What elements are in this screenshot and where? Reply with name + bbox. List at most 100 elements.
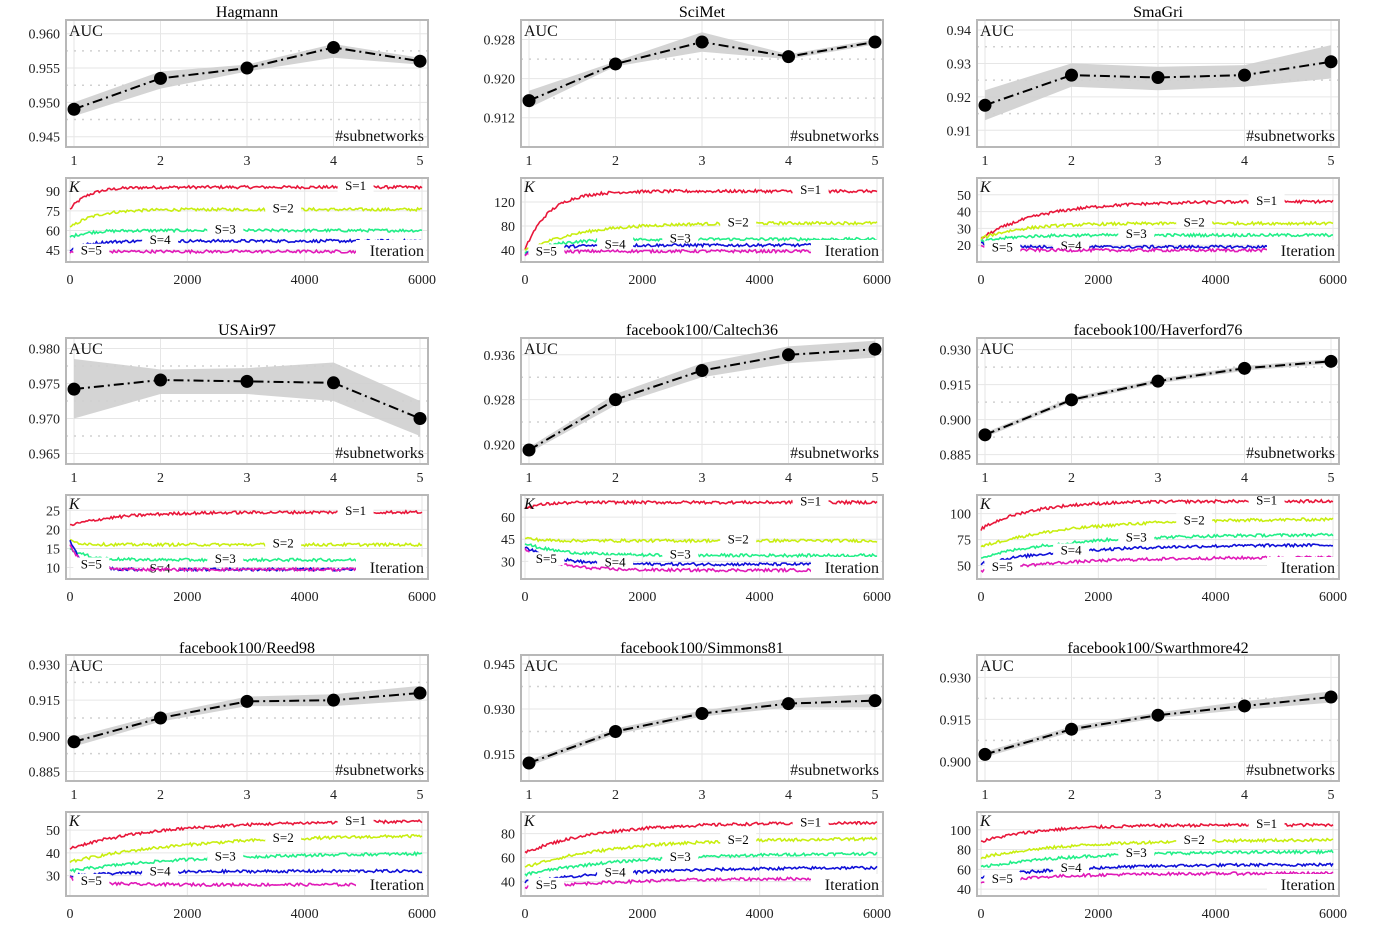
series-label: S=3: [1126, 845, 1147, 860]
series-label-bg: [142, 561, 179, 575]
auc-xtick: 1: [71, 788, 78, 803]
series-label-bg: [265, 831, 302, 845]
k-xtick: 0: [522, 907, 529, 922]
k-ytick: 75: [957, 534, 971, 549]
k-ytick: 20: [957, 239, 971, 254]
iteration-label-bg: [1267, 557, 1337, 577]
k-series-line: [69, 227, 423, 239]
k-frame: [65, 494, 429, 580]
series-label-bg: [1053, 860, 1090, 874]
k-xtick: 0: [978, 590, 985, 605]
panel-4: facebook100/Caltech36 AUC #subnetworks 0.92…: [484, 322, 892, 605]
k-ytick: 30: [957, 222, 971, 237]
series-label-bg: [984, 240, 1021, 254]
series-label-bg: [1053, 238, 1090, 252]
auc-ytick: 0.950: [29, 96, 61, 111]
k-xtick: 2000: [628, 907, 656, 922]
panel-2: SmaGri AUC #subnetworks 0.91 0.92 0.93 0.94 1 2 3…: [947, 4, 1348, 288]
k-xtick: 4000: [746, 273, 774, 288]
series-label: S=2: [728, 214, 749, 229]
k-ytick: 25: [46, 504, 60, 519]
series-label-bg: [720, 215, 757, 229]
iteration-label-bg: [356, 240, 426, 260]
series-label: S=1: [800, 182, 821, 197]
series-label-bg: [528, 877, 565, 891]
auc-plot: AUC #subnetworks 0.915 0.930 0.945 1 2 3 4 5: [484, 654, 884, 803]
auc-point: [327, 376, 340, 390]
series-label: S=4: [605, 864, 627, 879]
auc-xtick: 2: [612, 154, 619, 169]
auc-point: [1238, 68, 1251, 82]
auc-point: [1324, 55, 1338, 69]
series-label: S=3: [670, 849, 691, 864]
auc-ytick: 0.92: [947, 91, 972, 106]
series-label: S=3: [670, 230, 691, 245]
k-xlabel: Iteration: [1281, 560, 1335, 577]
auc-xtick: 3: [1155, 788, 1162, 803]
series-label: S=2: [273, 201, 294, 216]
k-series-line: [980, 862, 1334, 879]
auc-point: [695, 707, 709, 720]
auc-plot: AUC #subnetworks 0.920 0.928 0.936 1 2 3 4 5: [484, 337, 884, 486]
auc-xtick: 5: [1328, 788, 1335, 803]
auc-ytick: 0.915: [940, 379, 972, 394]
k-xtick: 6000: [408, 273, 436, 288]
k-ytick: 40: [46, 847, 60, 862]
series-label-bg: [1118, 846, 1155, 860]
auc-frame: [65, 654, 429, 782]
series-label-bg: [720, 832, 757, 846]
auc-line: [984, 60, 1332, 107]
k-xtick: 2000: [1084, 273, 1112, 288]
k-ytick: 15: [46, 542, 60, 557]
iteration-label-bg: [811, 557, 881, 577]
series-label: S=4: [150, 863, 172, 878]
k-xtick: 2000: [628, 590, 656, 605]
auc-xtick: 5: [417, 154, 424, 169]
auc-frame: [520, 654, 884, 782]
auc-frame: [520, 337, 884, 465]
series-label: S=5: [81, 873, 102, 888]
k-ytick: 60: [501, 511, 515, 526]
k-label: K: [68, 496, 81, 513]
k-series-line: [524, 851, 878, 877]
panel-title: facebook100/Haverford76: [1074, 322, 1243, 339]
k-xlabel: Iteration: [1281, 243, 1335, 260]
auc-xtick: 2: [157, 471, 164, 486]
k-frame: [520, 494, 884, 580]
k-xlabel: Iteration: [1281, 877, 1335, 894]
auc-xtick: 2: [612, 788, 619, 803]
auc-ytick: 0.945: [484, 658, 516, 673]
auc-ytick: 0.930: [29, 659, 61, 674]
iteration-label-bg: [1267, 240, 1337, 260]
k-xlabel: Iteration: [370, 560, 424, 577]
series-label: S=5: [992, 559, 1013, 574]
k-ytick: 60: [501, 852, 515, 867]
series-label-bg: [1118, 227, 1155, 241]
auc-xtick: 3: [244, 788, 251, 803]
k-series-line: [524, 543, 878, 559]
k-plot: S=1 S=2 S=3 S=4 S=5 K Iteration 30 45 60 0 2000 4000…: [501, 493, 891, 605]
auc-point: [868, 35, 882, 49]
auc-point: [868, 694, 882, 708]
auc-ytick: 0.915: [484, 748, 516, 763]
panel-7: facebook100/Simmons81 AUC #subnetworks 0.91…: [484, 640, 892, 922]
k-xtick: 0: [978, 273, 985, 288]
auc-ytick: 0.920: [484, 73, 516, 88]
auc-plot: AUC #subnetworks 0.885 0.900 0.915 0.930 1 2 3 4 5: [29, 654, 429, 803]
auc-point: [154, 71, 167, 85]
k-plot: S=1 S=2 S=3 S=4 S=5 K Iteration 40 60 80 100 0 2000 4…: [950, 811, 1347, 922]
auc-point: [978, 428, 992, 442]
panel-5: facebook100/Haverford76 AUC #subnetworks 0.…: [940, 322, 1348, 605]
k-xtick: 4000: [1202, 590, 1230, 605]
panel-8: facebook100/Swarthmore42 AUC #subnetworks 0…: [940, 640, 1348, 922]
k-ytick: 40: [957, 883, 971, 898]
auc-point: [154, 373, 167, 387]
series-label-bg: [73, 557, 110, 571]
auc-point: [413, 686, 427, 700]
series-label-bg: [73, 243, 110, 257]
auc-label: AUC: [524, 341, 558, 358]
k-ytick: 40: [501, 244, 515, 259]
k-plot: S=1 S=2 S=3 S=4 S=5 K Iteration 30 40 50 0 2000 4000…: [46, 811, 436, 922]
iteration-label-bg: [811, 240, 881, 260]
k-series-line: [69, 206, 422, 228]
